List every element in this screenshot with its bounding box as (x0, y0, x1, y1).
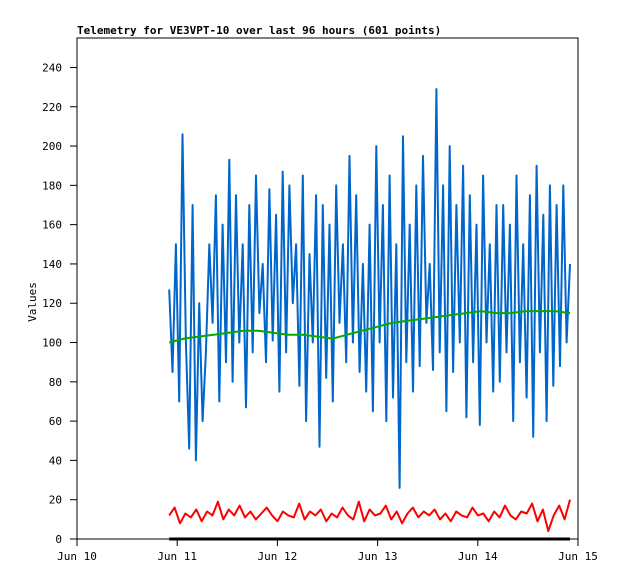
x-tick-label: Jun 12 (258, 550, 298, 563)
x-tick-label: Jun 14 (458, 550, 498, 563)
y-tick-label: 60 (49, 415, 62, 428)
x-axis: Jun 10 Jun 11 Jun 12 Jun 13 Jun 14 Jun 15 (57, 539, 598, 563)
y-tick-label: 220 (42, 101, 62, 114)
y-tick-label: 40 (49, 454, 62, 467)
series-line-red (168, 499, 571, 533)
y-tick-label: 160 (42, 219, 62, 232)
y-tick-label: 120 (42, 297, 62, 310)
series-line-blue (168, 88, 571, 489)
y-tick-label: 200 (42, 140, 62, 153)
x-tick-label: Jun 11 (157, 550, 197, 563)
y-tick-label: 0 (55, 533, 62, 546)
y-tick-label: 180 (42, 179, 62, 192)
y-tick-label: 100 (42, 337, 62, 350)
x-tick-label: Jun 13 (358, 550, 398, 563)
series-line-green (168, 310, 571, 344)
y-tick-label: 80 (49, 376, 62, 389)
y-tick-label: 240 (42, 61, 62, 74)
x-tick-label: Jun 10 (57, 550, 97, 563)
x-tick-label: Jun 15 (558, 550, 598, 563)
y-axis-label: Values (26, 282, 39, 322)
series-layer (168, 88, 571, 541)
y-tick-label: 20 (49, 494, 62, 507)
y-axis: 0 20 40 60 80 100 120 140 160 180 200 220 240 (42, 61, 77, 546)
chart-title: Telemetry for VE3VPT-10 over last 96 hou… (77, 24, 441, 37)
y-tick-label: 140 (42, 258, 62, 271)
